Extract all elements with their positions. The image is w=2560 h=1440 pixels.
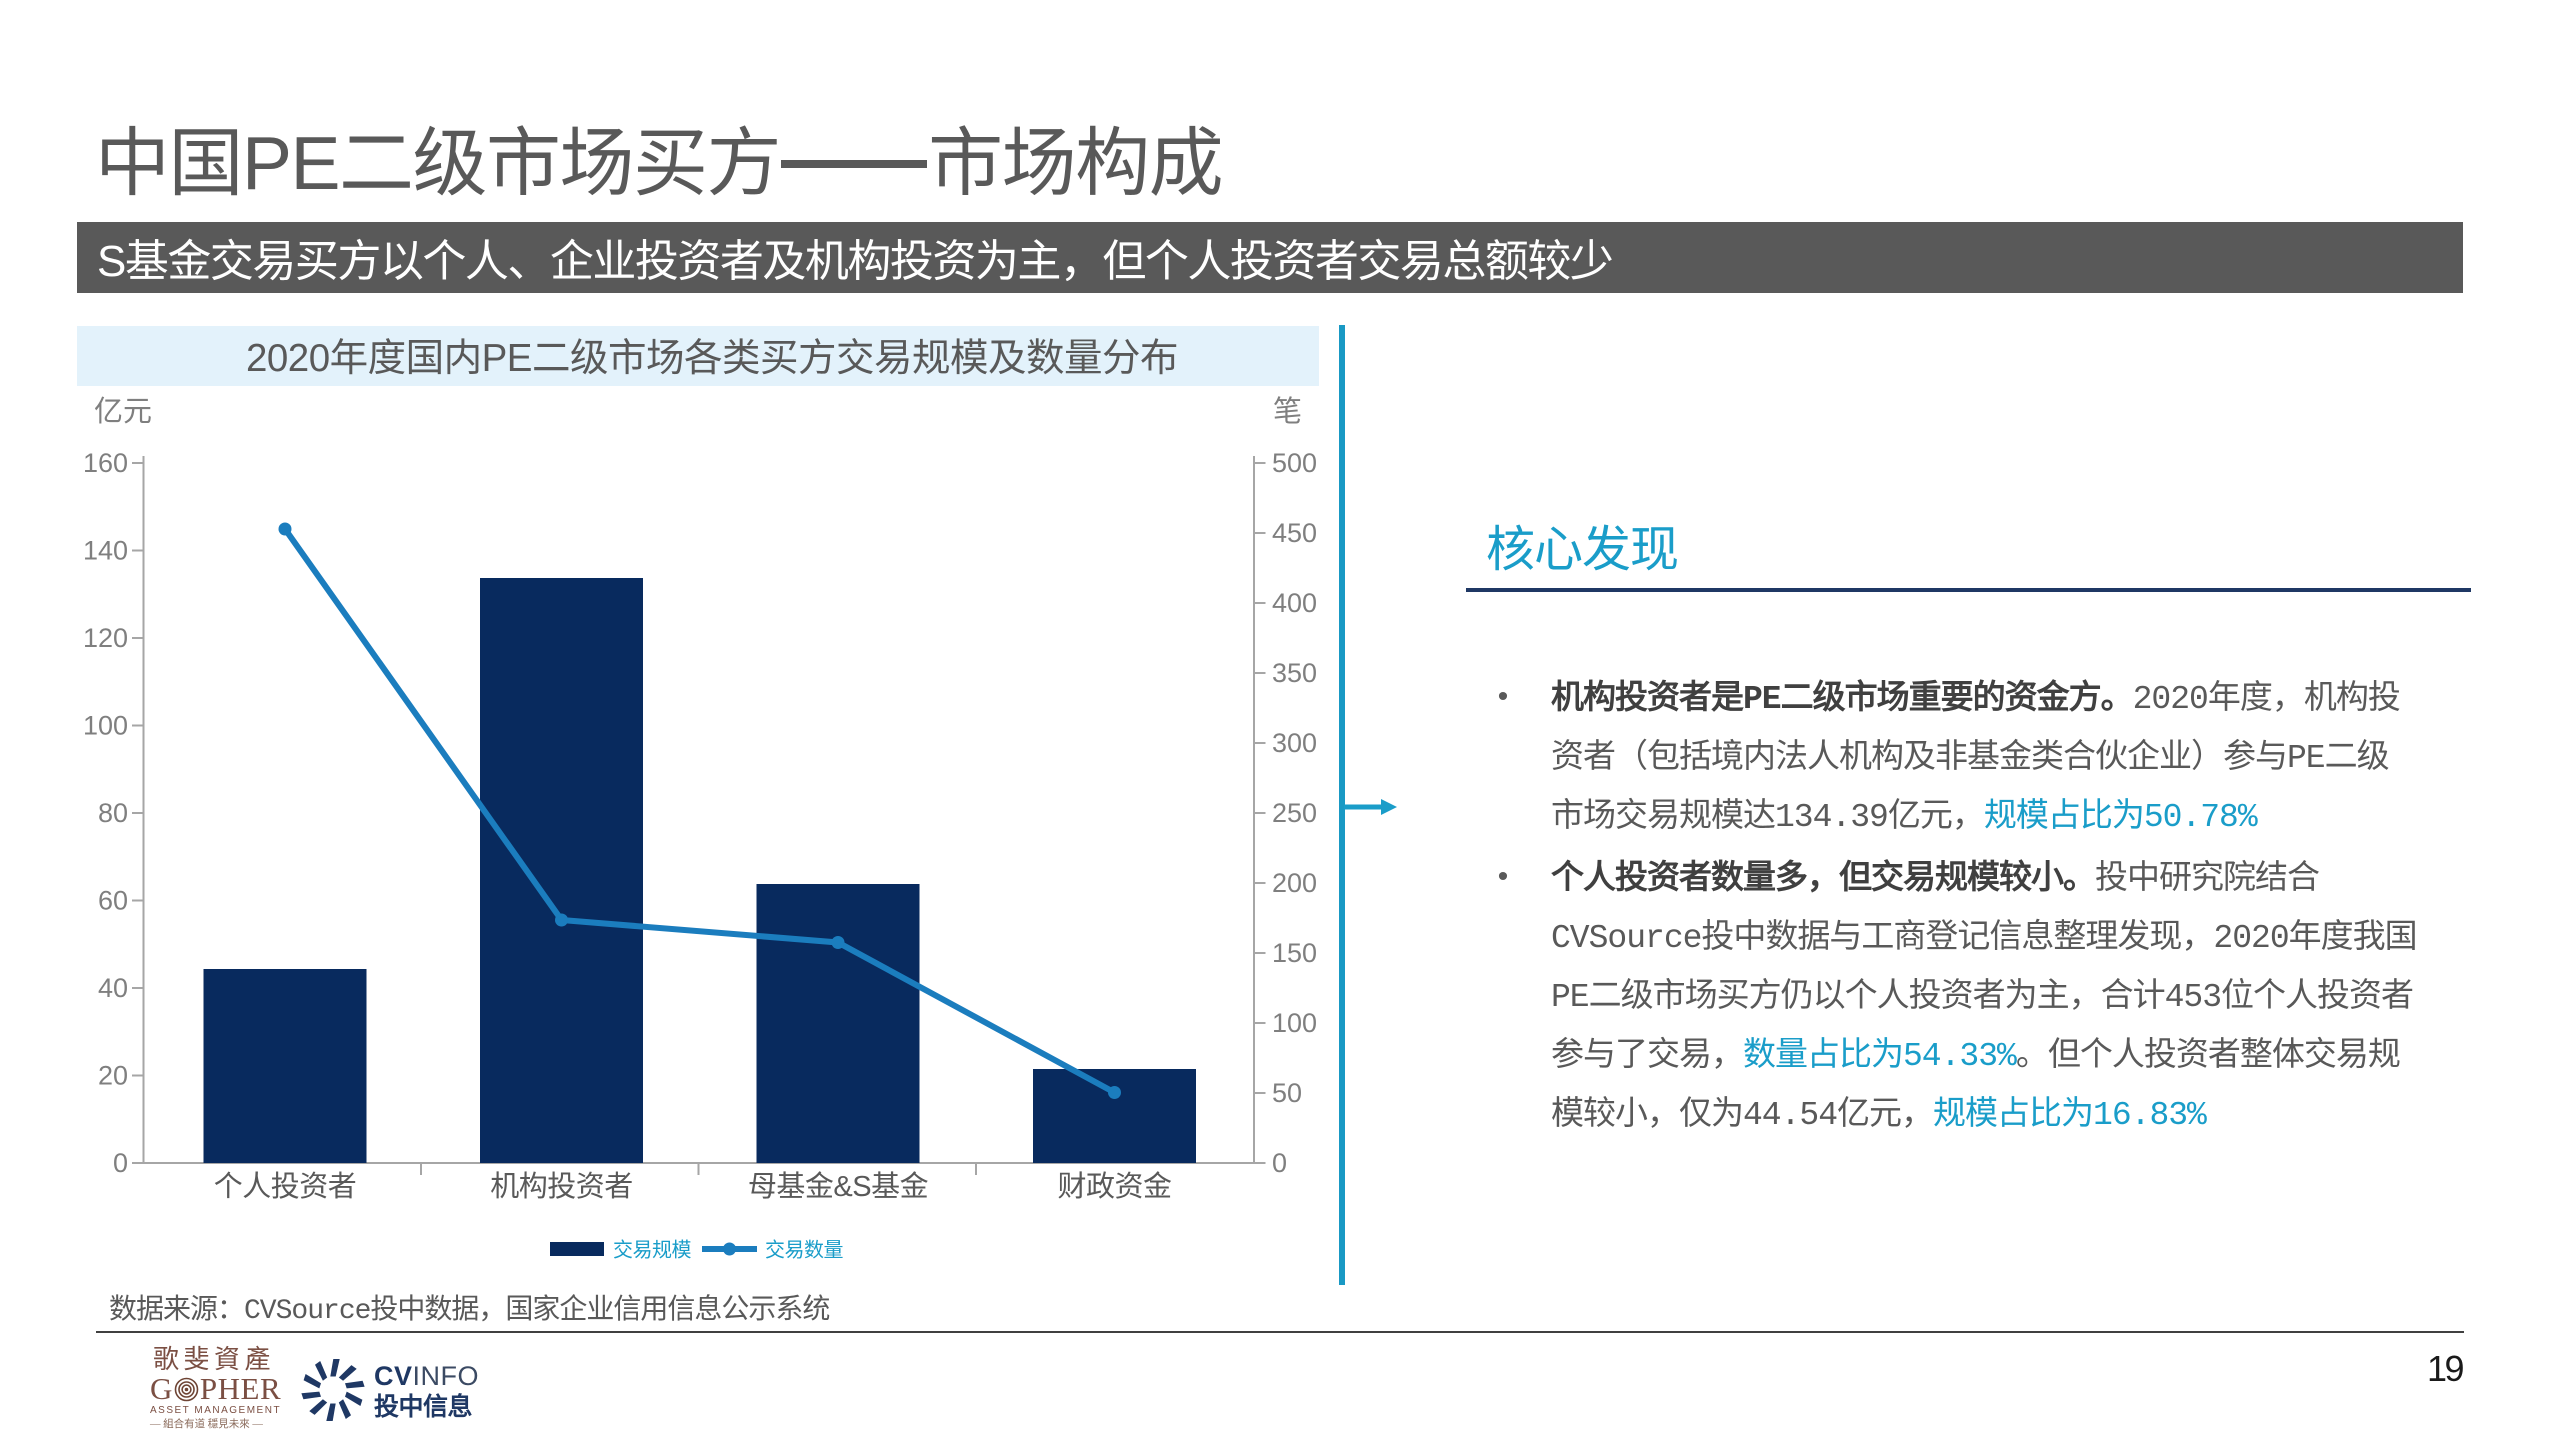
- svg-text:50: 50: [1272, 1078, 1302, 1108]
- svg-text:160: 160: [83, 448, 128, 478]
- svg-text:笔: 笔: [1273, 395, 1302, 428]
- svg-text:0: 0: [113, 1148, 128, 1178]
- svg-text:100: 100: [83, 711, 128, 741]
- svg-text:140: 140: [83, 536, 128, 566]
- svg-text:40: 40: [98, 973, 128, 1003]
- svg-text:财政资金: 财政资金: [1057, 1170, 1172, 1203]
- svg-text:150: 150: [1272, 938, 1317, 968]
- svg-text:250: 250: [1272, 798, 1317, 828]
- svg-text:20: 20: [98, 1061, 128, 1091]
- svg-text:交易数量: 交易数量: [765, 1239, 843, 1262]
- svg-text:0: 0: [1272, 1148, 1287, 1178]
- svg-text:机构投资者: 机构投资者: [490, 1170, 633, 1203]
- svg-text:个人投资者: 个人投资者: [214, 1170, 357, 1203]
- svg-text:120: 120: [83, 623, 128, 653]
- svg-text:400: 400: [1272, 588, 1317, 618]
- svg-text:500: 500: [1272, 448, 1317, 478]
- svg-text:交易规模: 交易规模: [613, 1239, 691, 1262]
- svg-text:450: 450: [1272, 518, 1317, 548]
- svg-text:100: 100: [1272, 1008, 1317, 1038]
- svg-text:80: 80: [98, 798, 128, 828]
- svg-text:300: 300: [1272, 728, 1317, 758]
- svg-text:200: 200: [1272, 868, 1317, 898]
- svg-text:350: 350: [1272, 658, 1317, 688]
- svg-text:母基金&S基金: 母基金&S基金: [748, 1170, 929, 1203]
- svg-text:亿元: 亿元: [94, 395, 152, 428]
- svg-text:60: 60: [98, 886, 128, 916]
